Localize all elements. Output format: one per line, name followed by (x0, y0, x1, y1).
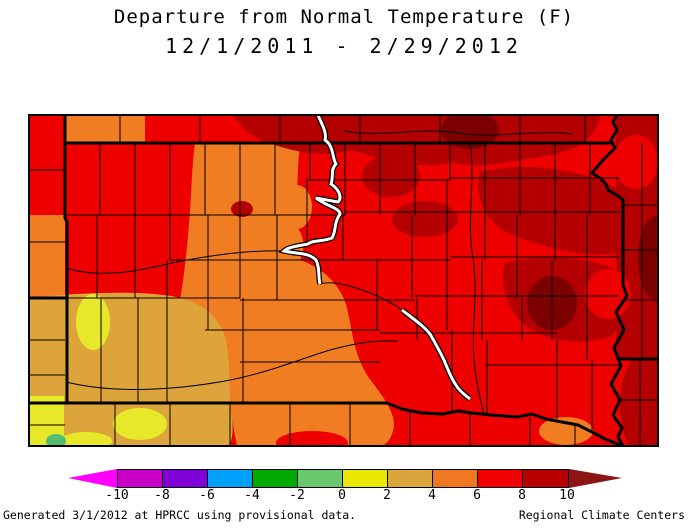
colorbar-segment (298, 470, 343, 487)
fill-orange-oval (282, 185, 312, 229)
fill-orange-se (539, 417, 593, 445)
fill-orange-central (180, 143, 394, 446)
fill-yellow-south (113, 408, 167, 440)
map-title: Departure from Normal Temperature (F) (113, 6, 575, 28)
colorbar-segment (118, 470, 163, 487)
colorbar-tick-label: 2 (383, 488, 391, 503)
colorbar-tick-label: -6 (199, 488, 215, 503)
generated-credit: Generated 3/1/2012 at HPRCC using provis… (3, 508, 357, 522)
colorbar-segment (478, 470, 523, 487)
colorbar-arrow-right (569, 469, 622, 488)
fill-orange-west-strip (29, 215, 65, 305)
fill-orange-nw (66, 115, 145, 143)
colorbar-segment (208, 470, 253, 487)
colorbar-tick-label: 0 (338, 488, 346, 503)
fill-maroon-eastedge (638, 216, 658, 300)
fill-maroon-north (441, 115, 499, 149)
colorbar-segment (163, 470, 208, 487)
colorbar-segment (388, 470, 433, 487)
colorbar-segment (523, 470, 568, 487)
colorbar-labels: -10 -8 -6 -4 -2 0 2 4 6 8 10 (105, 488, 575, 504)
fill-red-ne-patch (614, 135, 658, 189)
map-frame (28, 114, 659, 447)
rcc-credit: Regional Climate Centers (518, 508, 685, 522)
colorbar-tick-label: 10 (559, 488, 575, 503)
fill-red-south-patch (276, 431, 348, 446)
colorbar-tick-label: -10 (105, 488, 129, 503)
fill-darkred-blob1 (362, 155, 420, 197)
colorbar-segment (433, 470, 478, 487)
colorbar-tick-label: 8 (518, 488, 526, 503)
colorbar-track (117, 469, 569, 488)
colorbar-tick-label: -4 (244, 488, 260, 503)
fill-green-spot (46, 434, 66, 446)
map-fill-regions (29, 115, 658, 446)
tributary-rivers (65, 130, 573, 415)
colorbar-arrow-left (68, 469, 117, 488)
fill-darkred-secorner (620, 350, 658, 446)
colorbar-segment (253, 470, 298, 487)
colorbar-tick-label: 4 (428, 488, 436, 503)
state-border (29, 115, 658, 446)
fill-yellow-oval (76, 294, 110, 350)
colorbar-tick-label: -2 (289, 488, 305, 503)
colorbar-tick-label: -8 (154, 488, 170, 503)
fill-darkred-dot (231, 201, 253, 217)
map-date-range: 12/1/2011 - 2/29/2012 (165, 34, 523, 58)
fill-darkred-eastband (478, 166, 622, 255)
county-lines (29, 115, 658, 446)
colorbar-tick-label: 6 (473, 488, 481, 503)
colorbar-segment (343, 470, 388, 487)
fill-darkred-blob2 (392, 201, 458, 237)
missouri-river (278, 115, 472, 402)
fill-yellow-corner (60, 432, 112, 446)
